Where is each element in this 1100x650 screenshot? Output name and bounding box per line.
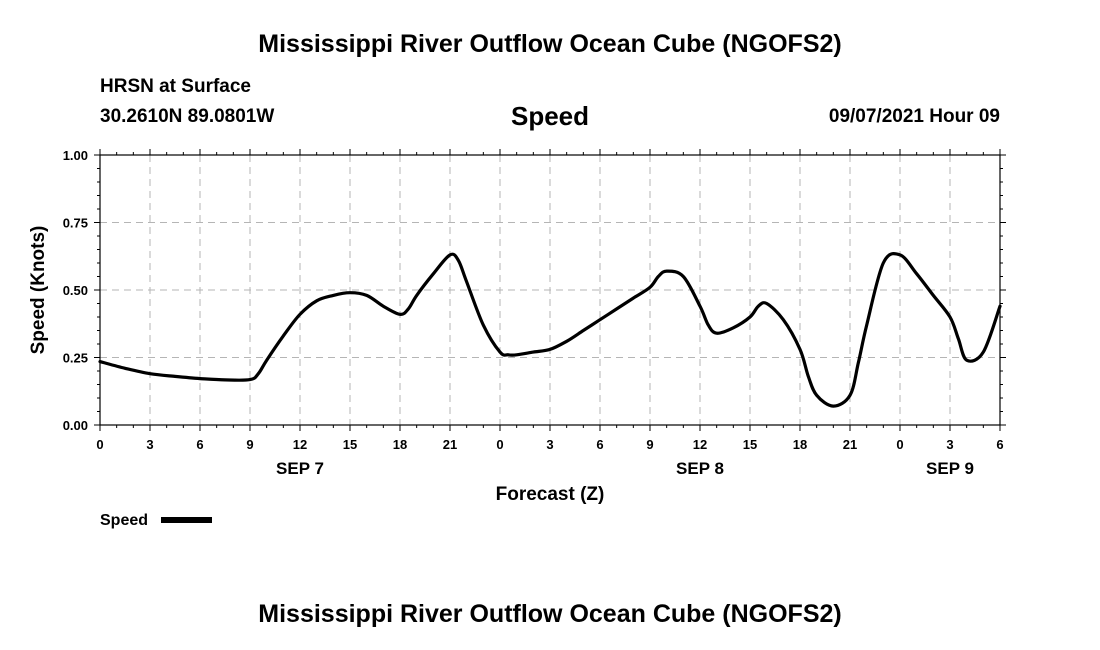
x-tick-label: 6 xyxy=(196,437,203,452)
axis-ticks xyxy=(94,149,1006,431)
y-axis-title: Speed (Knots) xyxy=(28,226,49,355)
speed-series-line xyxy=(98,251,1002,408)
y-tick-labels: 0.00 0.25 0.50 0.75 1.00 xyxy=(63,148,88,433)
x-tick-label: 21 xyxy=(843,437,857,452)
x-tick-label: 15 xyxy=(743,437,757,452)
x-tick-label: 6 xyxy=(596,437,603,452)
legend-label: Speed xyxy=(100,512,148,529)
x-tick-label: 3 xyxy=(946,437,953,452)
x-tick-label: 3 xyxy=(546,437,553,452)
x-tick-labels: 0 3 6 9 12 15 18 21 0 3 6 9 12 15 18 21 0 3 6 xyxy=(96,437,1003,452)
x-tick-label: 18 xyxy=(793,437,807,452)
date-label: SEP 8 xyxy=(676,459,724,478)
y-tick-label: 1.00 xyxy=(63,148,88,163)
x-tick-label: 0 xyxy=(896,437,903,452)
x-tick-label: 15 xyxy=(343,437,357,452)
x-tick-label: 18 xyxy=(393,437,407,452)
x-tick-label: 0 xyxy=(496,437,503,452)
x-tick-label: 3 xyxy=(146,437,153,452)
x-axis-title: Forecast (Z) xyxy=(496,484,605,505)
y-tick-label: 0.25 xyxy=(63,351,88,366)
x-tick-label: 9 xyxy=(646,437,653,452)
date-label: SEP 7 xyxy=(276,459,324,478)
x-tick-label: 0 xyxy=(96,437,103,452)
forecast-datetime: 09/07/2021 Hour 09 xyxy=(828,106,1000,127)
x-tick-label: 6 xyxy=(996,437,1003,452)
station-label: HRSN at Surface xyxy=(100,76,251,97)
date-label: SEP 9 xyxy=(926,459,974,478)
x-tick-label: 12 xyxy=(293,437,307,452)
x-tick-label: 9 xyxy=(246,437,253,452)
date-labels: SEP 7 SEP 8 SEP 9 xyxy=(276,459,974,478)
variable-title: Speed xyxy=(510,101,590,131)
chart-title: Mississippi River Outflow Ocean Cube (NG… xyxy=(258,30,842,58)
coordinates-label: 30.2610N 89.0801W xyxy=(100,106,275,127)
grid xyxy=(100,155,1000,425)
legend: Speed xyxy=(100,512,212,529)
y-tick-label: 0.00 xyxy=(63,418,88,433)
x-tick-label: 12 xyxy=(693,437,707,452)
x-tick-label: 21 xyxy=(443,437,457,452)
y-tick-label: 0.75 xyxy=(63,216,88,231)
footer-title: Mississippi River Outflow Ocean Cube (NG… xyxy=(258,600,842,628)
y-tick-label: 0.50 xyxy=(63,283,88,298)
